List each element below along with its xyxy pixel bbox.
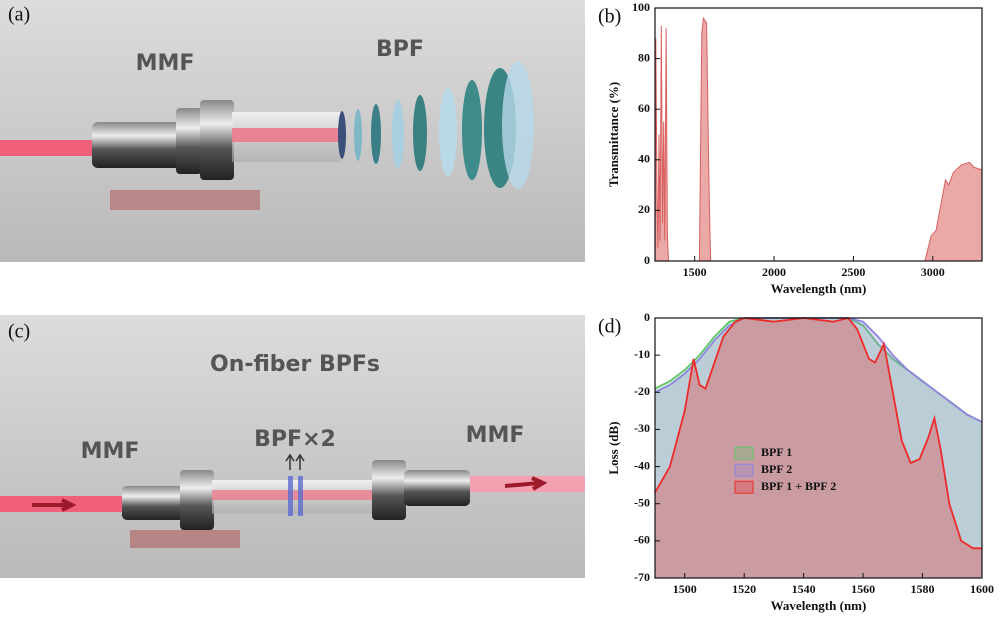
x-tick-label: 1600 [970, 582, 994, 596]
area [655, 318, 982, 578]
legend-label: BPF 2 [761, 462, 792, 476]
arrow [504, 476, 548, 491]
filter-disc [462, 80, 482, 180]
connector [176, 108, 202, 174]
panel-label: (a) [8, 4, 30, 26]
x-tick-label: 1560 [851, 582, 875, 596]
filter-label: BPF×2 [254, 427, 336, 452]
filter-disc [338, 111, 346, 159]
y-tick-label: 0 [644, 310, 650, 324]
filter [298, 476, 303, 516]
y-tick-label: -50 [634, 495, 650, 509]
x-tick-label: 1500 [673, 582, 697, 596]
y-tick-label: -40 [634, 458, 650, 472]
panel-label: (c) [8, 321, 30, 343]
filter-disc [502, 61, 534, 189]
y-tick-label: 80 [638, 50, 650, 64]
y-tick-label: -60 [634, 533, 650, 547]
x-tick-label: 1520 [732, 582, 756, 596]
y-tick-label: 20 [638, 202, 650, 216]
area [655, 318, 982, 578]
x-tick-label: 1540 [792, 582, 816, 596]
y-tick-label: 60 [638, 101, 650, 115]
fiber-label: MMF [81, 439, 140, 464]
background [0, 315, 585, 578]
y-axis-title: Loss (dB) [606, 421, 621, 474]
legend-label: BPF 1 + BPF 2 [761, 479, 836, 493]
x-tick-label: 2000 [762, 265, 786, 279]
legend-swatch [734, 480, 754, 494]
connector [92, 122, 182, 168]
x-axis-title: Wavelength (nm) [771, 598, 867, 613]
connector [122, 486, 184, 520]
shadow [110, 190, 260, 210]
x-tick-label: 1500 [683, 265, 707, 279]
connector [200, 100, 234, 180]
y-tick-label: 40 [638, 152, 650, 166]
panel-title: On-fiber BPFs [210, 352, 380, 377]
filter-disc [392, 100, 404, 168]
connector [180, 470, 214, 530]
y-tick-label: 0 [644, 253, 650, 267]
y-tick-label: -10 [634, 347, 650, 361]
panel-a: (a) MMF BPF [0, 0, 585, 262]
y-axis-title: Transmittance (%) [606, 82, 621, 188]
panel-label: (b) [598, 6, 621, 28]
y-tick-label: -30 [634, 421, 650, 435]
filter-disc [371, 104, 381, 164]
x-tick-label: 2500 [841, 265, 865, 279]
filter-label: BPF [376, 37, 424, 62]
x-tick-label: 3000 [921, 265, 945, 279]
y-tick-label: -20 [634, 384, 650, 398]
fiber-core [232, 128, 340, 142]
connector [404, 470, 470, 506]
fiber-label: MMF [136, 51, 195, 76]
connector [372, 460, 406, 520]
fiber-beam [0, 140, 110, 156]
legend-swatch [734, 446, 754, 460]
plot-frame [654, 7, 983, 262]
plot-frame [654, 317, 983, 579]
legend-label: BPF 1 [761, 445, 792, 459]
filter-disc [439, 88, 457, 176]
y-tick-label: 100 [632, 0, 650, 14]
arrow [32, 498, 77, 512]
filter-disc [354, 109, 362, 161]
filter-disc [413, 95, 427, 171]
fiber-label: MMF [466, 423, 525, 448]
panel-c: (c) On-fiber BPFs MMF BPF×2 MMF [0, 315, 585, 578]
shadow [130, 530, 240, 548]
x-axis-title: Wavelength (nm) [771, 281, 867, 296]
panel-label: (d) [598, 316, 621, 338]
pointer-arrows [285, 453, 305, 470]
line [654, 16, 983, 262]
x-tick-label: 1580 [911, 582, 935, 596]
line [654, 316, 982, 550]
filter [288, 476, 293, 516]
y-tick-label: -70 [634, 570, 650, 584]
area [655, 18, 982, 261]
legend-swatch [734, 463, 754, 477]
area [655, 318, 982, 578]
